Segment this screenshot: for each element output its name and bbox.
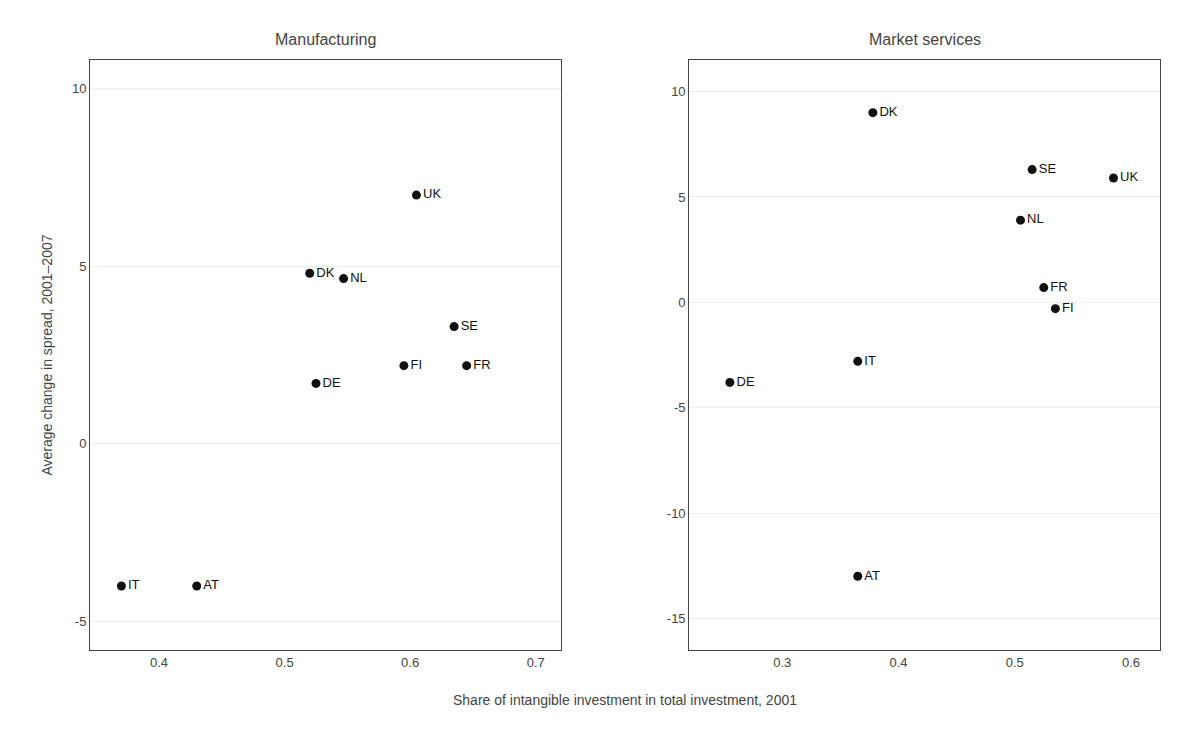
svg-text:FR: FR: [473, 357, 490, 372]
svg-text:DE: DE: [323, 375, 341, 390]
svg-text:IT: IT: [128, 577, 140, 592]
svg-text:0.5: 0.5: [1006, 655, 1024, 670]
svg-text:0: 0: [79, 436, 86, 451]
svg-text:FR: FR: [1050, 279, 1067, 294]
svg-text:DK: DK: [316, 265, 334, 280]
svg-text:UK: UK: [1120, 169, 1138, 184]
svg-text:Manufacturing: Manufacturing: [275, 31, 376, 48]
svg-text:-5: -5: [75, 614, 87, 629]
svg-text:Average change in spread, 2001: Average change in spread, 2001–2007: [39, 234, 55, 475]
svg-text:UK: UK: [423, 186, 441, 201]
svg-text:FI: FI: [410, 357, 422, 372]
svg-text:0.6: 0.6: [1122, 655, 1140, 670]
svg-text:DE: DE: [737, 374, 755, 389]
svg-text:0: 0: [678, 295, 685, 310]
svg-text:-10: -10: [667, 506, 686, 521]
svg-text:Market services: Market services: [869, 31, 981, 48]
svg-text:0.5: 0.5: [276, 655, 294, 670]
svg-text:0.4: 0.4: [889, 655, 907, 670]
svg-text:-5: -5: [674, 400, 686, 415]
svg-text:0.4: 0.4: [150, 655, 168, 670]
svg-text:0.3: 0.3: [773, 655, 791, 670]
svg-text:FI: FI: [1062, 300, 1074, 315]
svg-text:10: 10: [72, 81, 86, 96]
svg-text:IT: IT: [864, 353, 876, 368]
svg-text:NL: NL: [1027, 211, 1044, 226]
svg-text:5: 5: [678, 190, 685, 205]
svg-text:SE: SE: [1039, 161, 1057, 176]
svg-text:10: 10: [671, 84, 685, 99]
svg-text:-15: -15: [667, 611, 686, 626]
svg-text:0.6: 0.6: [401, 655, 419, 670]
svg-text:Share of intangible investment: Share of intangible investment in total …: [453, 692, 797, 708]
svg-text:AT: AT: [864, 568, 880, 583]
svg-text:DK: DK: [879, 104, 897, 119]
svg-text:AT: AT: [203, 577, 219, 592]
svg-text:NL: NL: [350, 270, 367, 285]
svg-text:SE: SE: [461, 318, 479, 333]
svg-text:5: 5: [79, 259, 86, 274]
svg-text:0.7: 0.7: [527, 655, 545, 670]
